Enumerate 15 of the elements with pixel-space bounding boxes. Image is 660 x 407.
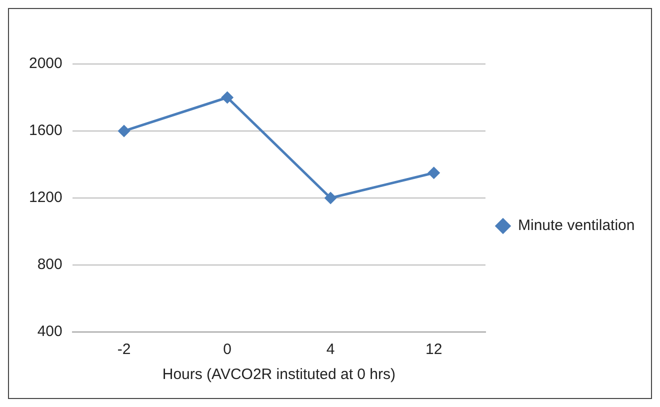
- point: [118, 125, 130, 137]
- legend-label: Minute ventilation: [518, 217, 635, 234]
- y-tick-label: 1200: [28, 189, 62, 206]
- point: [222, 92, 234, 104]
- x-tick-label: 4: [326, 341, 335, 358]
- x-tick-label: 12: [426, 341, 442, 358]
- y-tick-label: 800: [37, 256, 62, 274]
- point: [428, 167, 440, 179]
- x-axis-title: Hours (AVCO2R instituted at 0 hrs): [162, 366, 396, 384]
- y-tick-label: 2000: [28, 55, 62, 72]
- y-tick-label: 1600: [28, 122, 62, 140]
- point: [324, 192, 336, 204]
- x-tick-label: -2: [117, 341, 131, 358]
- x-tick-label: 0: [223, 341, 232, 358]
- y-tick-label: 400: [37, 323, 62, 340]
